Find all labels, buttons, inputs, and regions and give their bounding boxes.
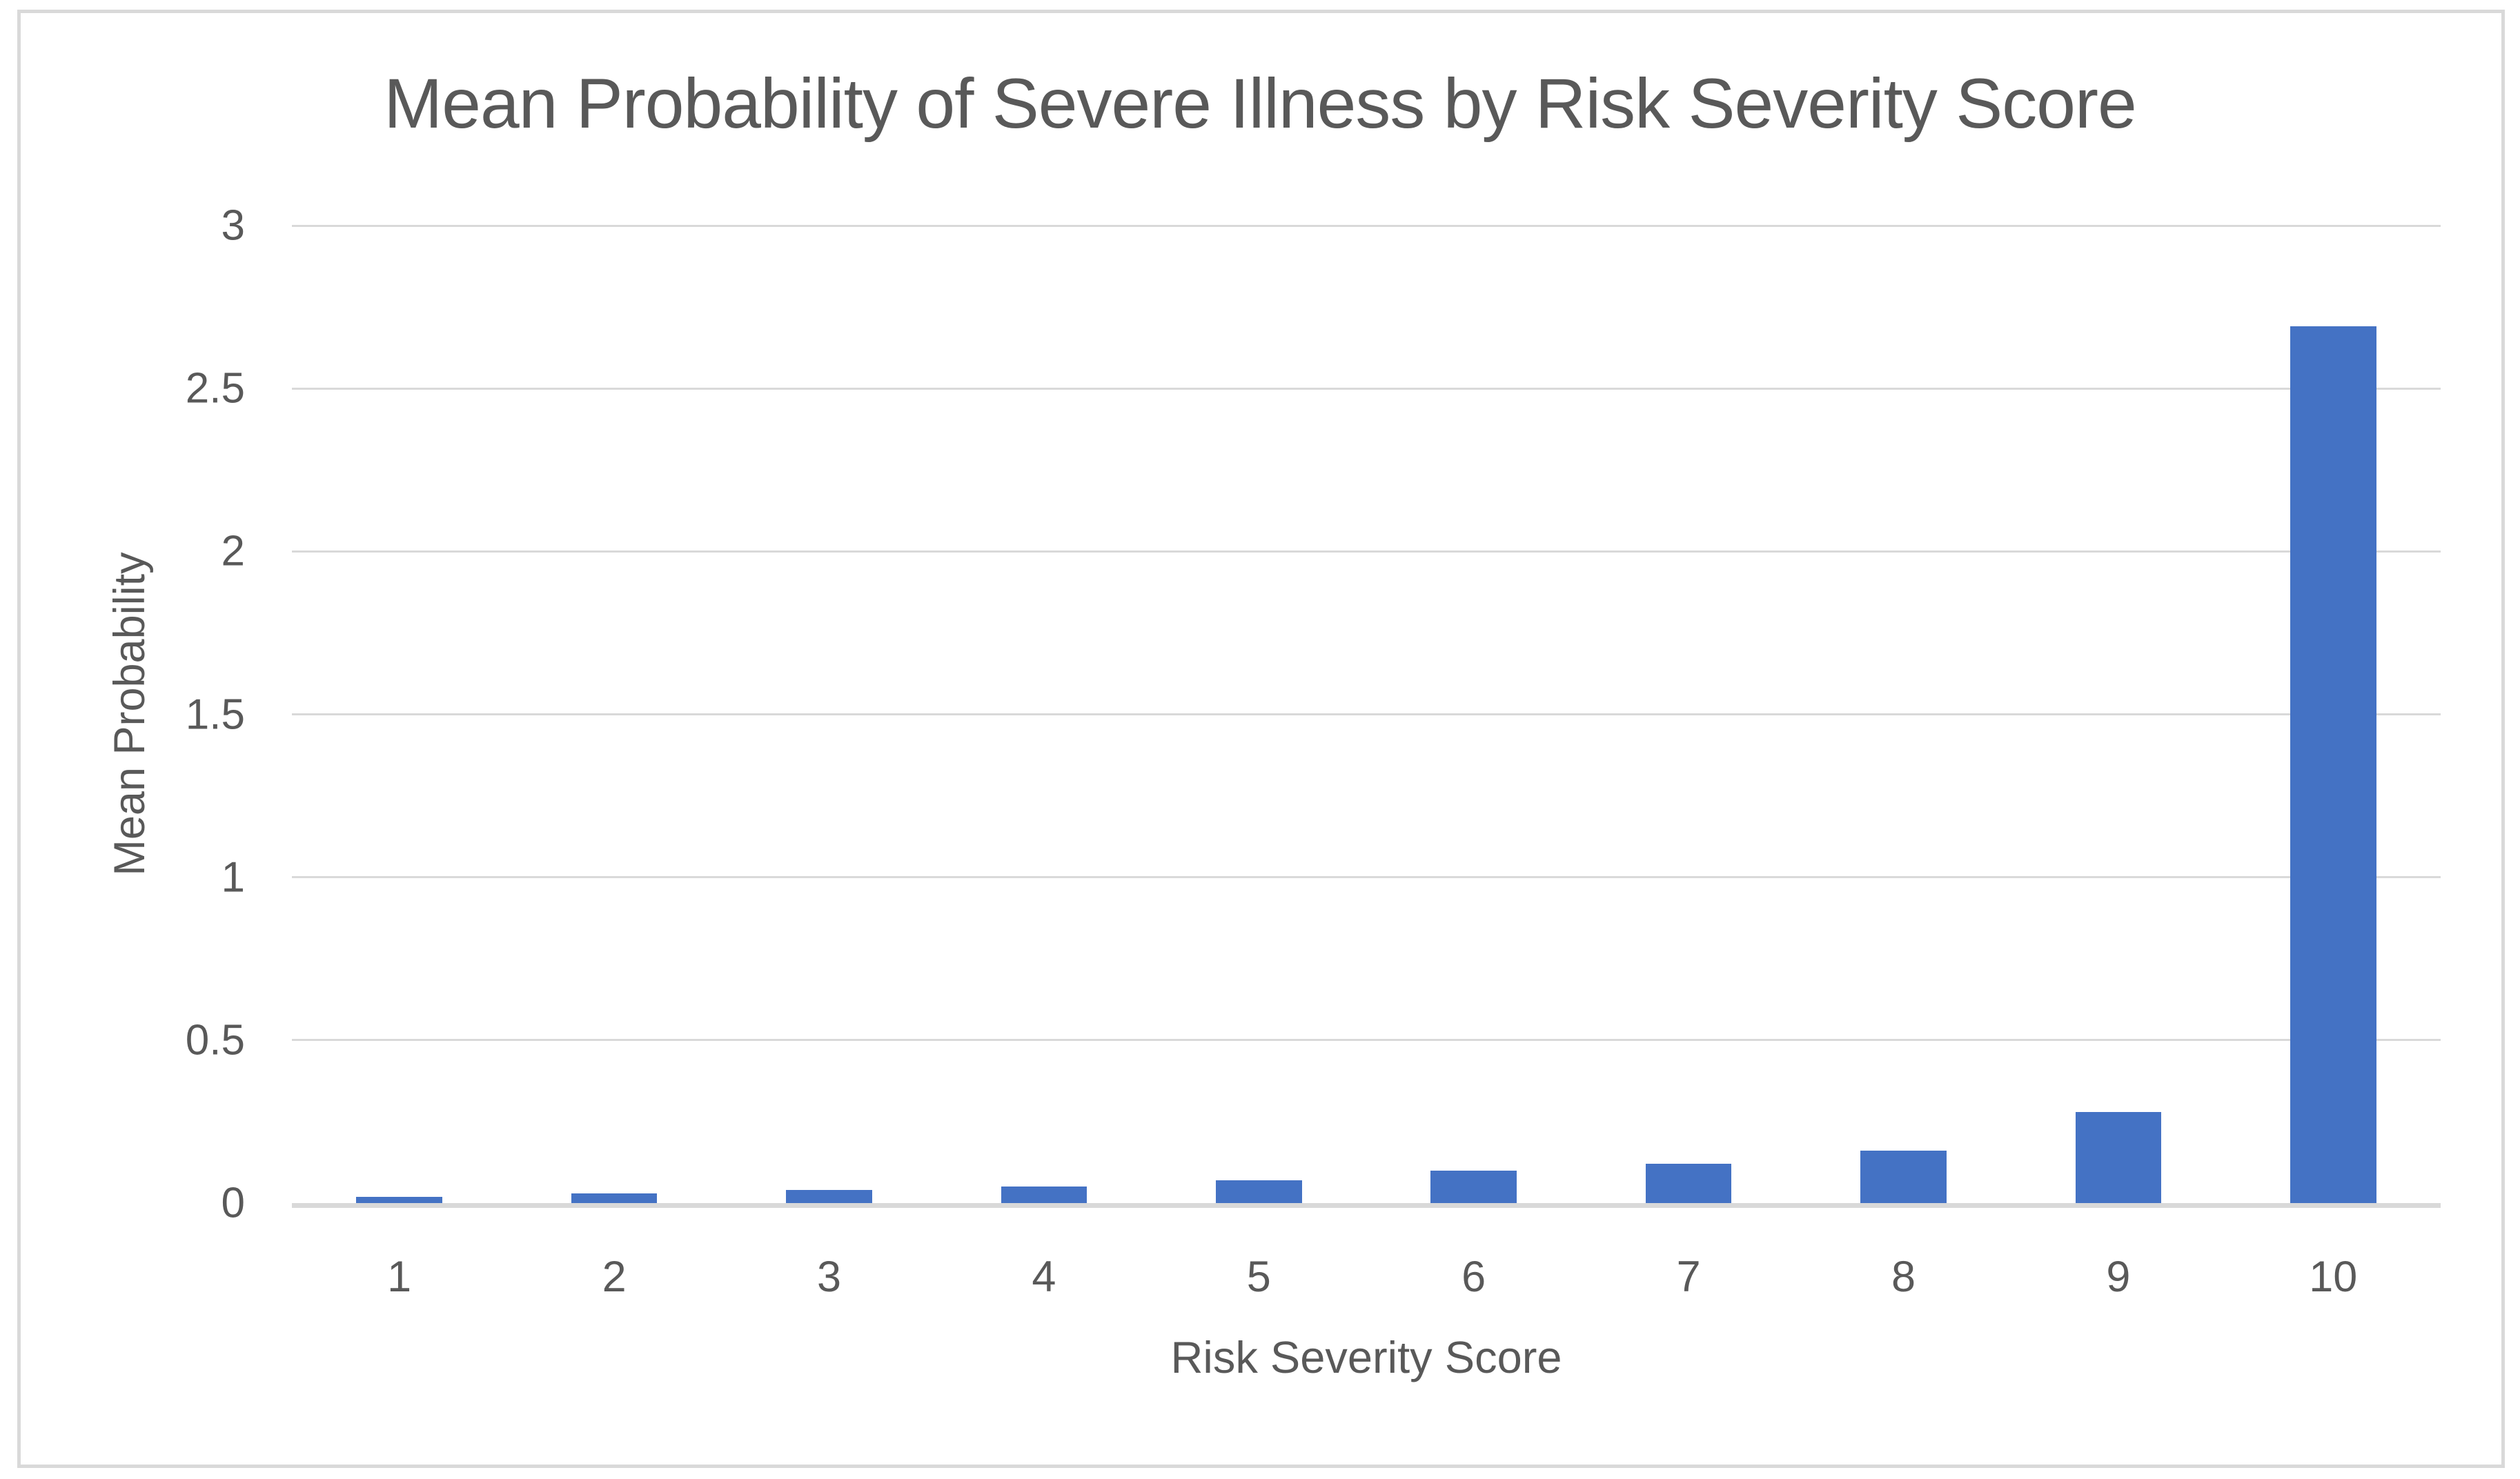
gridline [292, 387, 2441, 390]
gridline [292, 224, 2441, 227]
x-axis-line [292, 1203, 2441, 1208]
bar-score-3 [786, 1190, 872, 1203]
y-tick-label: 0 [221, 1179, 245, 1227]
y-tick-label: 2.5 [185, 364, 245, 413]
bar-score-8 [1860, 1151, 1947, 1203]
bar-score-1 [356, 1196, 442, 1203]
gridline [292, 876, 2441, 879]
bar-score-5 [1216, 1180, 1302, 1203]
x-tick-label: 8 [1891, 1253, 1916, 1301]
x-tick-label: 3 [816, 1253, 842, 1301]
chart-title: Mean Probability of Severe Illness by Ri… [384, 64, 2136, 143]
x-axis-title: Risk Severity Score [1170, 1332, 1562, 1382]
y-tick-label: 0.5 [185, 1016, 245, 1064]
x-tick-label: 6 [1461, 1253, 1486, 1301]
x-tick-label: 9 [2106, 1253, 2131, 1301]
x-tick-label: 5 [1246, 1253, 1271, 1301]
bar-score-10 [2290, 326, 2376, 1203]
gridline [292, 1039, 2441, 1042]
x-tick-label: 10 [2309, 1253, 2358, 1301]
y-tick-label: 2 [221, 527, 245, 575]
x-tick-label: 4 [1032, 1253, 1056, 1301]
gridline [292, 550, 2441, 553]
y-tick-label: 3 [221, 201, 245, 250]
bar-score-2 [571, 1193, 658, 1203]
bar-score-4 [1001, 1187, 1087, 1203]
chart-border [17, 10, 2505, 1468]
bar-score-7 [1645, 1164, 1732, 1203]
x-tick-label: 1 [387, 1253, 412, 1301]
plot-area [292, 224, 2441, 1208]
bar-score-9 [2075, 1111, 2162, 1203]
x-tick-label: 2 [602, 1253, 627, 1301]
x-tick-label: 7 [1676, 1253, 1701, 1301]
gridline [292, 713, 2441, 715]
y-tick-label: 1.5 [185, 691, 245, 738]
y-tick-label: 1 [221, 853, 245, 902]
bar-score-6 [1430, 1170, 1517, 1203]
